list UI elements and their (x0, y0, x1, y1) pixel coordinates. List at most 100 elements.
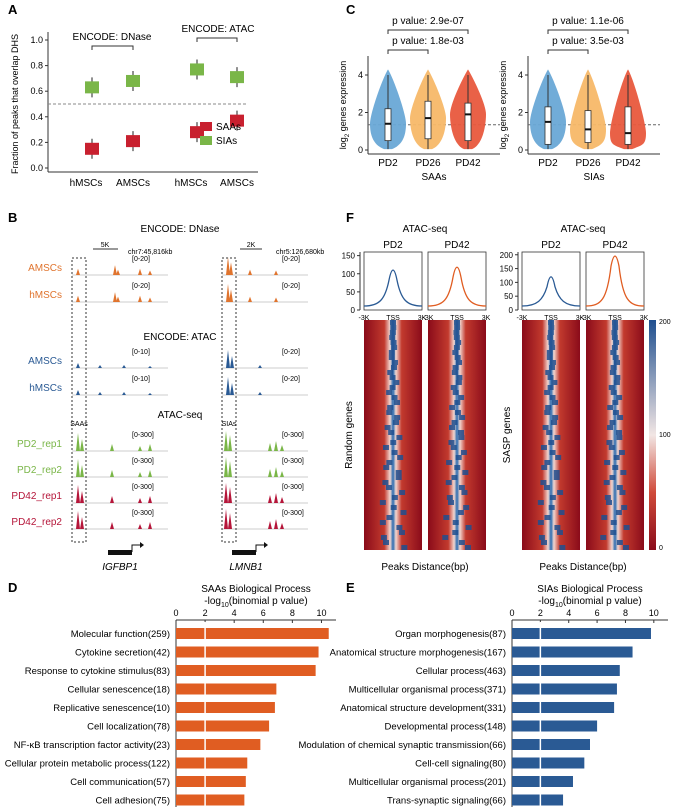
heatmap-signal (608, 385, 615, 390)
heatmap-signal (379, 520, 386, 525)
heatmap-signal (392, 420, 399, 425)
peak (224, 509, 228, 529)
heatmap-signal (558, 510, 565, 515)
peak (110, 496, 114, 503)
peak (148, 496, 152, 503)
peak (80, 517, 84, 529)
y-tick-label: 50 (504, 292, 513, 301)
peak (229, 289, 233, 302)
heatmap-signal (382, 540, 389, 545)
gene-arrowhead (140, 542, 144, 548)
row-label: Random genes (344, 401, 355, 469)
x-tick-label: 8 (623, 608, 628, 618)
chart-title: SIAs Biological Process (537, 584, 643, 595)
heatmap-signal (451, 420, 458, 425)
group-title: ATAC-seq (403, 224, 448, 235)
heatmap-signal (397, 455, 404, 460)
heatmap-signal (612, 320, 618, 325)
bar-label: Response to cytokine stimulus(83) (25, 666, 170, 677)
heatmap-signal (619, 490, 626, 495)
heatmap-signal (459, 415, 466, 420)
bar (176, 646, 319, 658)
heatmap-signal (450, 385, 457, 390)
peak (228, 513, 232, 529)
x-tick-label: PD2 (378, 158, 398, 169)
y-tick-label: 0.4 (30, 112, 43, 122)
bar (512, 720, 598, 732)
peak (229, 262, 233, 275)
heatmap-signal (396, 435, 403, 440)
heatmap-signal (609, 420, 616, 425)
peak (268, 443, 272, 451)
heatmap-signal (463, 505, 470, 510)
heatmap-signal (549, 360, 556, 365)
heatmap-signal (616, 540, 623, 545)
colorbar-label: 200 (659, 319, 671, 326)
highlight-box-sias (221, 257, 237, 543)
peak (258, 365, 262, 368)
gene-name: LMNB1 (229, 562, 262, 573)
heatmap-signal (458, 485, 465, 490)
group-bracket (196, 37, 238, 42)
x-tick-label: hMSCs (175, 178, 208, 189)
y-axis-label: log2 genes expression (338, 61, 351, 150)
peak (76, 390, 80, 395)
heatmap-signal (386, 390, 393, 395)
y-axis-label: log2 genes expression (498, 61, 511, 150)
heatmap-signal (383, 465, 390, 470)
heatmap-signal (549, 495, 556, 500)
heatmap-signal (458, 435, 465, 440)
heatmap-signal (601, 515, 608, 520)
heatmap-signal (604, 495, 611, 500)
heatmap-signal (612, 325, 619, 330)
heatmap-signal (453, 335, 460, 340)
heatmap-signal (618, 450, 625, 455)
peak (224, 431, 228, 451)
x-tick-label: 2 (538, 608, 543, 618)
heatmap-signal (400, 510, 407, 515)
heatmap-signal (460, 450, 467, 455)
y-tick-label: 0 (509, 306, 514, 315)
box-label: SAAs (70, 421, 88, 428)
group-title: ATAC-seq (561, 224, 606, 235)
peak (76, 295, 80, 302)
y-tick-label: 1.0 (30, 35, 43, 45)
heatmap-signal (609, 370, 616, 375)
bar-label: Cellular protein metabolic process(122) (5, 759, 170, 770)
peak (274, 467, 278, 477)
bar-label: Developmental process(148) (385, 722, 506, 733)
x-tick-label: PD26 (575, 158, 600, 169)
heatmap-signal (621, 505, 628, 510)
panel-label-f: F (346, 210, 354, 225)
heatmap-signal (452, 530, 459, 535)
heatmap-signal (603, 480, 610, 485)
bar-label: Trans-synaptic signaling(66) (387, 796, 506, 807)
panel-label-a: A (8, 2, 18, 17)
heatmap-signal (445, 480, 452, 485)
x-tick-label: AMSCs (116, 178, 150, 189)
heatmap-signal (549, 395, 556, 400)
x-tick-label: -3K (581, 315, 592, 322)
heatmap-signal (612, 410, 619, 415)
legend-label: SIAs (216, 136, 237, 147)
heatmap-signal (548, 325, 555, 330)
heatmap-signal (545, 370, 552, 375)
bar-label: Multicellular organismal process(371) (349, 685, 506, 696)
box (544, 106, 552, 145)
heatmap-signal (394, 415, 401, 420)
section-title: ATAC-seq (158, 410, 203, 421)
heatmap-signal (457, 510, 464, 515)
x-tick-label: 10 (649, 608, 659, 618)
track-range: [0-20] (282, 283, 300, 290)
gene-name: IGFBP1 (102, 562, 138, 573)
heatmap-signal (554, 525, 561, 530)
heatmap-signal (451, 370, 458, 375)
bar (512, 702, 615, 713)
y-tick-label: 50 (346, 288, 355, 297)
bar (176, 720, 270, 732)
track-range: [0-10] (132, 349, 150, 356)
heatmap-signal (454, 400, 461, 405)
y-tick-label: 0.0 (30, 163, 43, 173)
legend-swatch-saas (200, 122, 212, 131)
heatmap-signal (389, 335, 396, 340)
